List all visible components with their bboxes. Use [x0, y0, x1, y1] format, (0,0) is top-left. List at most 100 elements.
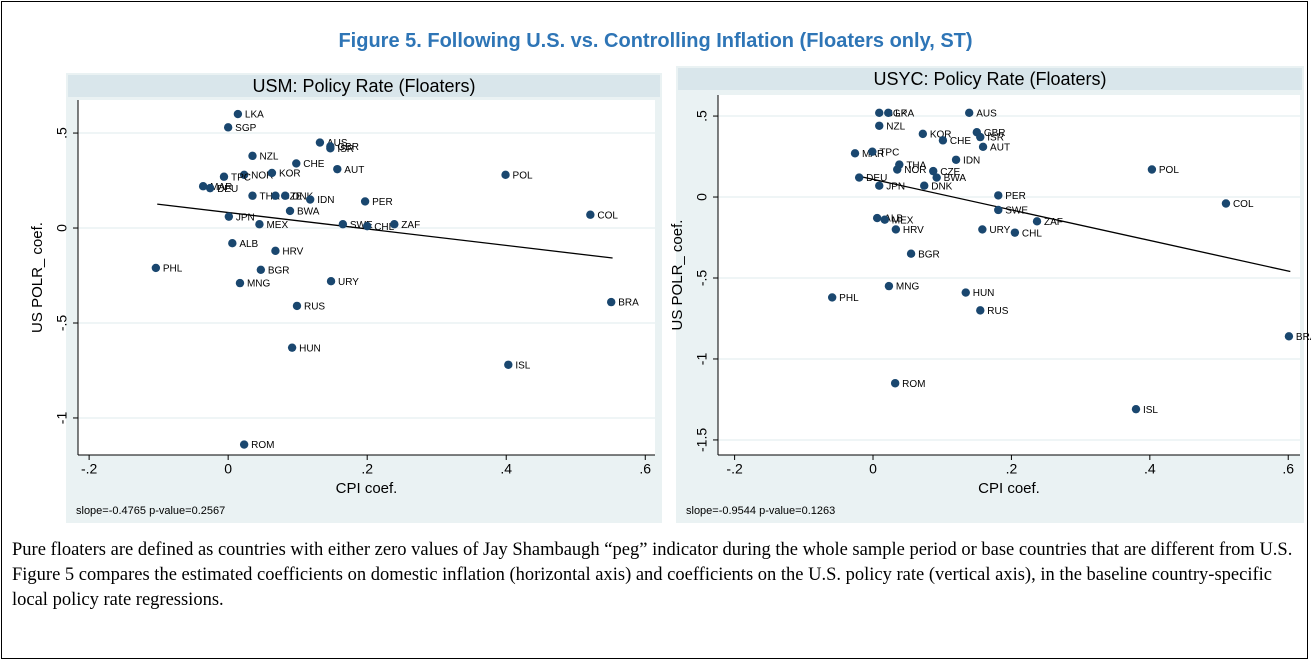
- point: [224, 212, 234, 221]
- point-label: ALB: [884, 214, 903, 225]
- point: [239, 170, 249, 180]
- y-axis-title: US POLR_ coef.: [29, 222, 46, 333]
- point: [255, 220, 264, 229]
- point-label: MEX: [266, 220, 288, 231]
- y-tick-label: 0: [694, 193, 710, 201]
- point-label: IDN: [963, 155, 980, 166]
- point-label: NZL: [259, 151, 278, 162]
- y-tick-label: -1.5: [694, 428, 710, 452]
- point-label: SWE: [1005, 206, 1028, 217]
- point-label: ISL: [515, 360, 530, 371]
- point-label: LKA: [895, 108, 914, 119]
- point-label: URY: [989, 225, 1010, 236]
- fit-line: [157, 203, 613, 259]
- point-label: PHL: [163, 264, 183, 275]
- point-label: COL: [597, 210, 618, 221]
- point-label: JPN: [886, 181, 905, 192]
- point-label: KOR: [930, 130, 952, 141]
- point: [219, 172, 229, 181]
- x-tick-label: .4: [500, 461, 512, 477]
- point: [929, 166, 938, 176]
- y-tick-label: -.5: [694, 270, 710, 287]
- point-label: ROM: [251, 440, 274, 451]
- point-label: SWE: [350, 220, 373, 231]
- point: [292, 159, 301, 168]
- point: [280, 191, 290, 200]
- point: [978, 225, 987, 234]
- point: [504, 360, 513, 369]
- point: [256, 265, 266, 275]
- point-label: ROM: [902, 379, 925, 390]
- point-label: LKA: [245, 110, 264, 121]
- point-label: RUS: [987, 306, 1008, 317]
- point-label: POL: [513, 170, 533, 181]
- point-label: AUS: [327, 138, 348, 149]
- point-label: THA: [259, 191, 279, 202]
- point-label: ISL: [1143, 405, 1158, 416]
- point-label: BGR: [918, 249, 940, 260]
- point-label: MAR: [210, 182, 232, 193]
- point-label: KOR: [279, 169, 301, 180]
- point-label: HRV: [282, 246, 303, 257]
- point: [271, 246, 280, 256]
- x-tick-label: .2: [1006, 461, 1018, 477]
- x-tick-label: 0: [869, 461, 877, 477]
- point-label: CZE: [282, 191, 302, 202]
- figure-title: Figure 5. Following U.S. vs. Controlling…: [338, 30, 973, 52]
- point: [338, 220, 348, 229]
- y-tick-label: -1: [694, 353, 710, 366]
- point: [994, 205, 1003, 215]
- point: [248, 151, 257, 161]
- annotation: slope=-0.4765 p-value=0.2567: [76, 505, 225, 517]
- point: [1284, 332, 1294, 341]
- point-label: AUT: [990, 142, 1010, 153]
- point-label: RUS: [304, 302, 325, 313]
- point: [205, 183, 215, 193]
- point-label: CHE: [950, 136, 971, 147]
- point-label: AUT: [344, 165, 364, 176]
- point-label: BWA: [297, 207, 320, 218]
- point: [1147, 165, 1157, 174]
- point: [976, 306, 985, 315]
- point-label: NOR: [904, 165, 926, 176]
- point: [285, 206, 295, 216]
- point-label: THA: [906, 160, 926, 171]
- point-label: GBR: [984, 128, 1006, 139]
- charts: USM: Policy Rate (Floaters) .5 0 -.5 -1 -.2 0.…: [29, 66, 1311, 523]
- point: [1032, 217, 1042, 226]
- point: [890, 379, 900, 388]
- point: [880, 215, 889, 224]
- x-tick-label: .4: [1144, 461, 1156, 477]
- point-label: BGR: [268, 265, 290, 276]
- y-tick-label: .5: [694, 110, 710, 122]
- point: [333, 164, 342, 174]
- chart-title: USM: Policy Rate (Floaters): [252, 76, 475, 96]
- point-label: CHL: [374, 222, 394, 233]
- point-label: DNK: [292, 191, 313, 202]
- point: [994, 191, 1003, 200]
- point: [1221, 199, 1231, 208]
- y-tick-label: -1: [54, 412, 70, 425]
- point: [976, 132, 985, 142]
- point: [918, 129, 928, 139]
- x-tick-label: .6: [1282, 461, 1294, 477]
- point: [868, 147, 877, 156]
- point: [586, 210, 595, 219]
- point-label: JPN: [236, 212, 255, 223]
- fit-line: [857, 175, 1291, 273]
- point-label: MNG: [247, 279, 271, 290]
- point: [920, 181, 929, 190]
- point-label: MNG: [896, 282, 920, 293]
- point: [965, 108, 974, 118]
- point: [271, 191, 280, 200]
- point-label: DNK: [931, 181, 952, 192]
- x-tick-label: 0: [224, 461, 232, 477]
- point-label: CZE: [940, 167, 960, 178]
- point: [951, 155, 961, 164]
- point-label: HRV: [903, 225, 924, 236]
- point: [978, 142, 988, 152]
- point-label: BRA: [618, 298, 639, 309]
- plot-area: [78, 100, 655, 455]
- point: [891, 225, 901, 234]
